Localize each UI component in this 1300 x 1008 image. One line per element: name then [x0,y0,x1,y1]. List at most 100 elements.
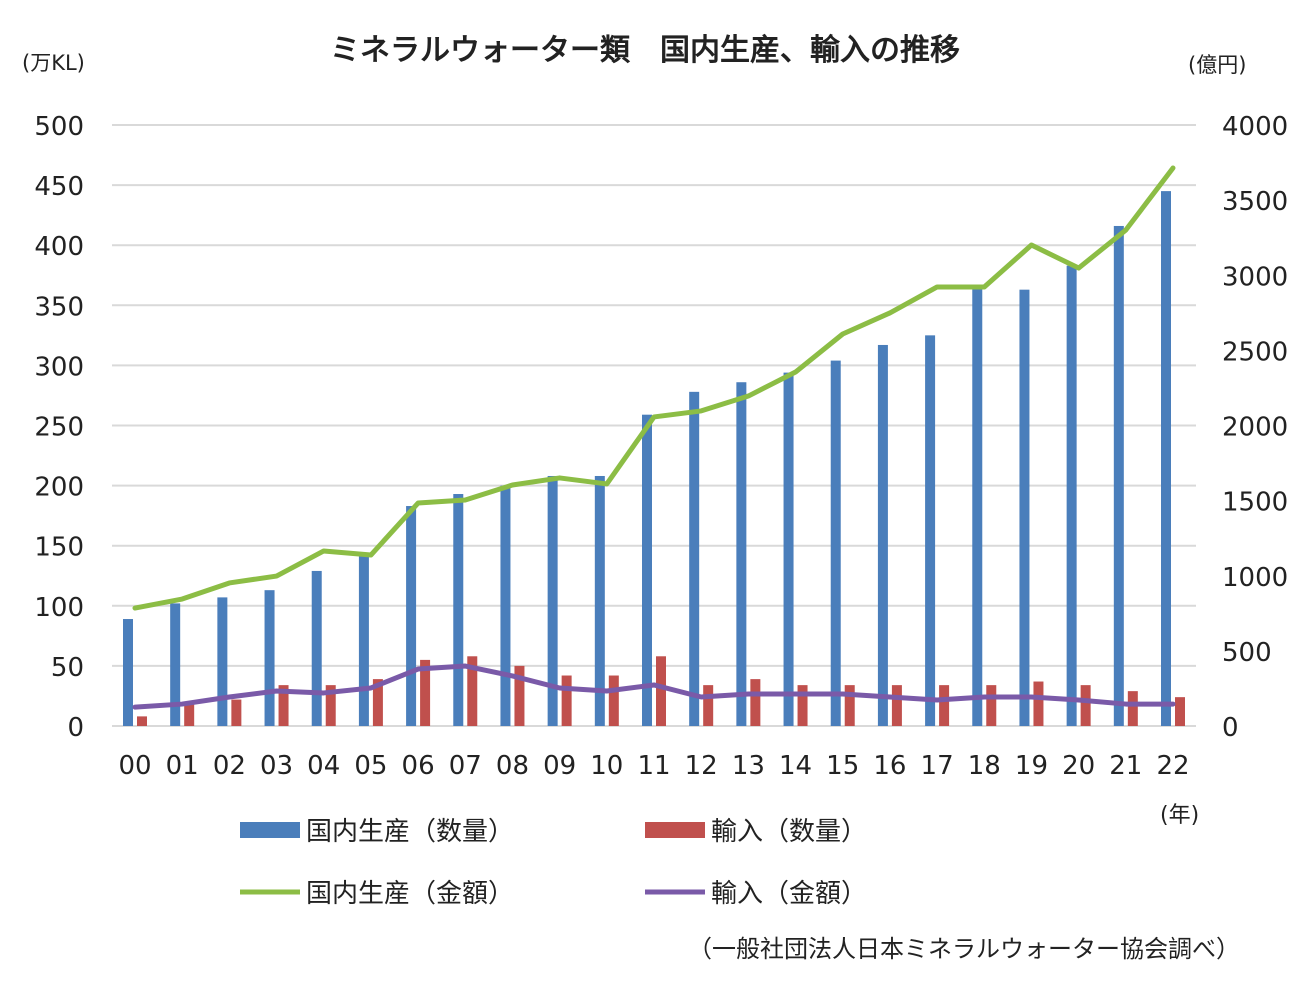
line-point [1125,703,1127,705]
bar-domestic-volume [217,597,228,726]
bar-import-volume [939,685,950,726]
bar-import-volume [844,685,855,726]
left-tick-label: 0 [67,713,84,743]
line-point [889,696,891,698]
line-point [417,668,419,670]
x-tick-label: 21 [1109,751,1142,781]
left-tick-label: 100 [34,593,84,623]
line-point [228,582,230,584]
line-point [983,286,985,288]
line-import-value [132,663,1176,710]
left-tick-label: 50 [51,653,84,683]
bar-import-volume [325,685,336,726]
bar-domestic-volume [594,475,605,726]
right-tick-label: 4000 [1222,112,1288,142]
x-tick-label: 04 [307,751,340,781]
bar-import-volume [184,701,195,726]
line-point [181,598,183,600]
source-note: （一般社団法人日本ミネラルウォーター協会調べ） [688,935,1240,963]
bar-domestic-volume [547,475,558,726]
bar-import-volume [1127,691,1138,726]
line-point [606,483,608,485]
line-point [1172,167,1174,169]
bar-domestic-volume [877,344,888,726]
right-tick-label: 500 [1222,638,1272,668]
legend-label: 国内生産（数量） [306,817,514,847]
line-point [606,690,608,692]
x-tick-label: 20 [1062,751,1095,781]
line-point [983,696,985,698]
line-point [795,371,797,373]
bar-domestic-volume [453,494,464,726]
line-point [747,395,749,397]
bar-domestic-volume [264,590,275,726]
bar-import-volume [608,675,619,726]
right-tick-label: 0 [1222,713,1239,743]
line-point [1172,703,1174,705]
x-tick-label: 15 [826,751,859,781]
line-point [936,699,938,701]
bar-domestic-volume [1066,265,1077,726]
bar-import-volume [1033,681,1044,726]
bar-import-volume [561,675,572,726]
legend-label: 国内生産（金額） [306,879,514,909]
right-tick-label: 2500 [1222,337,1288,367]
legend-label: 輸入（数量） [711,817,867,847]
right-tick-label: 3000 [1222,262,1288,292]
bar-import-volume [278,685,289,726]
right-tick-label: 1000 [1222,563,1288,593]
x-tick-label: 07 [449,751,482,781]
left-axis-unit: (万KL) [22,51,85,75]
bar-import-volume [750,679,761,726]
x-tick-label: 06 [402,751,435,781]
line-point [370,554,372,556]
x-tick-label: 08 [496,751,529,781]
bar-domestic-volume [406,506,417,726]
line-point [1030,696,1032,698]
line-point [700,410,702,412]
x-tick-label: 09 [543,751,576,781]
line-point [559,477,561,479]
x-tick-label: 03 [260,751,293,781]
line-point [889,312,891,314]
x-tick-label: 02 [213,751,246,781]
line-point [417,502,419,504]
bar-domestic-volume [783,372,794,726]
line-point [653,416,655,418]
bar-import-volume [703,685,714,726]
bar-import-volume [1175,697,1185,726]
left-tick-label: 400 [34,232,84,262]
bar-domestic-volume [689,391,700,726]
line-point [1125,229,1127,231]
line-point [276,690,278,692]
bar-import-volume [420,659,431,726]
legend-swatch [240,822,300,838]
bar-import-volume [514,665,525,726]
line-point [228,696,230,698]
line-point [936,286,938,288]
x-tick-label: 19 [1015,751,1048,781]
line-point [134,706,136,708]
bar-import-volume [1080,685,1091,726]
line-point [795,693,797,695]
line-point [842,693,844,695]
bar-import-volume [467,656,478,726]
right-tick-label: 1500 [1222,488,1288,518]
bar-domestic-volume [925,335,936,726]
left-tick-label: 500 [34,112,84,142]
line-point [370,687,372,689]
chart-title: ミネラルウォーター類 国内生産、輸入の推移 [330,33,960,68]
line-point [653,684,655,686]
right-tick-label: 2000 [1222,413,1288,443]
bar-domestic-volume [1019,289,1030,726]
left-tick-label: 450 [34,172,84,202]
line-point [1030,244,1032,246]
x-tick-label: 22 [1156,751,1189,781]
bar-import-volume [231,699,242,726]
line-point [1078,699,1080,701]
x-axis-unit: (年) [1160,803,1199,828]
x-tick-label: 01 [166,751,199,781]
bar-import-volume [891,685,902,726]
line-point [464,499,466,501]
bar-domestic-volume [311,570,322,726]
